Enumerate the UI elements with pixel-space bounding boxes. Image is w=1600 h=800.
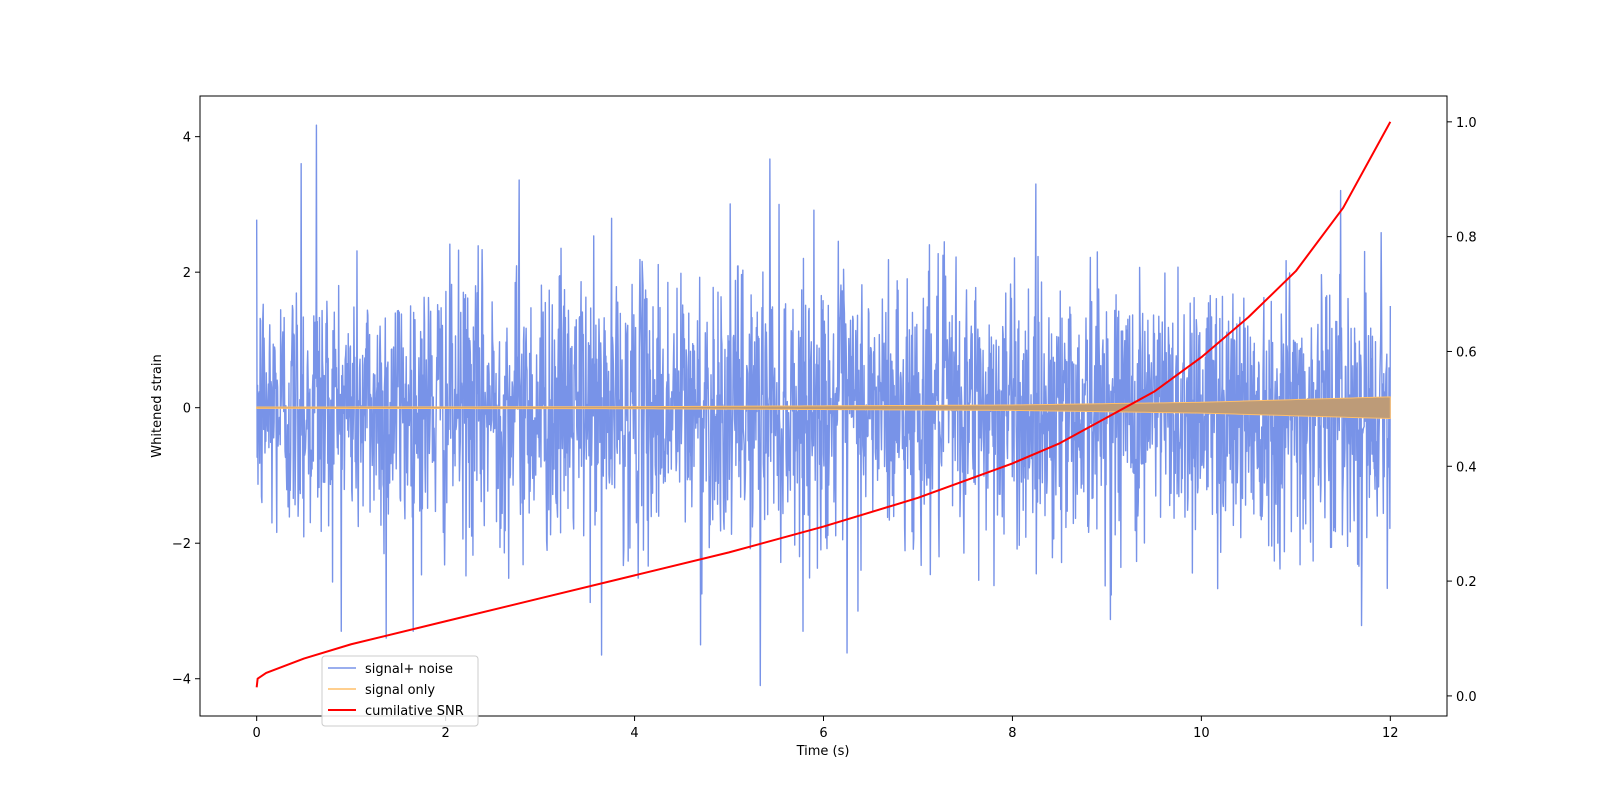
y2-tick-label: 0.8 bbox=[1456, 231, 1477, 246]
y2-tick-label: 0.2 bbox=[1456, 575, 1477, 590]
legend-label: cumilative SNR bbox=[365, 704, 464, 719]
x-tick-label: 12 bbox=[1382, 726, 1399, 741]
y2-tick-label: 0.4 bbox=[1456, 460, 1477, 475]
x-tick-label: 6 bbox=[819, 726, 827, 741]
x-tick-label: 4 bbox=[630, 726, 638, 741]
y-tick-label: 2 bbox=[183, 266, 191, 281]
y-tick-label: 4 bbox=[183, 131, 191, 146]
plot-data-layer bbox=[255, 121, 1392, 688]
axes-layer: 0 2 4 6 8 10 12 −4 −2 0 2 4 0.0 0.2 0.4 0.6 0.8 1.0 bbox=[172, 116, 1477, 741]
y2-tick-label: 1.0 bbox=[1456, 116, 1477, 131]
y2-tick-label: 0.0 bbox=[1456, 690, 1477, 705]
x-tick-label: 0 bbox=[253, 726, 261, 741]
series-cumulative-snr bbox=[255, 121, 1392, 688]
legend-label: signal only bbox=[365, 683, 435, 698]
legend: signal+ noise signal only cumilative SNR bbox=[321, 655, 479, 727]
x-tick-label: 8 bbox=[1008, 726, 1016, 741]
y-axis-label: Whitened strain bbox=[150, 354, 165, 457]
legend-box bbox=[321, 655, 479, 727]
y-tick-label: −2 bbox=[172, 537, 191, 552]
legend-label: signal+ noise bbox=[365, 662, 453, 677]
x-axis-label: Time (s) bbox=[796, 744, 850, 759]
x-tick-label: 10 bbox=[1193, 726, 1210, 741]
series-signal-plus-noise bbox=[255, 124, 1392, 687]
y-tick-label: −4 bbox=[172, 673, 191, 688]
series-signal-only bbox=[256, 396, 1391, 420]
y-tick-label: 0 bbox=[183, 402, 191, 417]
y2-tick-label: 0.6 bbox=[1456, 345, 1477, 360]
x-tick-label: 2 bbox=[441, 726, 449, 741]
